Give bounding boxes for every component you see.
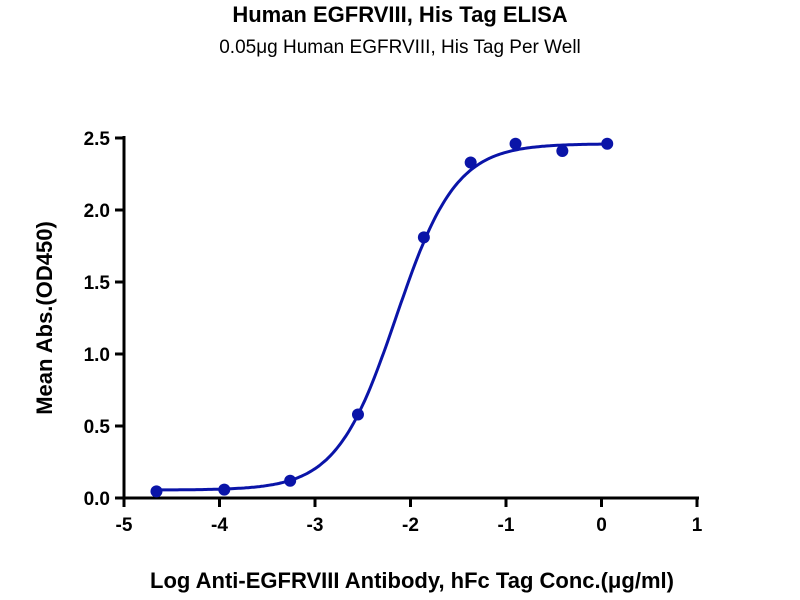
data-point xyxy=(417,231,430,244)
y-tick-label: 1.5 xyxy=(84,273,111,294)
data-point xyxy=(509,137,522,150)
y-axis-label: Mean Abs.(OD450) xyxy=(32,221,57,415)
y-tick-label: 0.0 xyxy=(84,489,110,510)
x-tick-label: -2 xyxy=(402,515,419,536)
x-tick-label: 0 xyxy=(596,515,607,536)
data-point xyxy=(464,156,477,169)
x-tick-label: -4 xyxy=(211,515,228,536)
y-tick-label: 0.5 xyxy=(84,417,111,438)
data-point xyxy=(150,485,163,498)
x-tick-label: -5 xyxy=(116,515,133,536)
data-point xyxy=(284,474,297,487)
x-axis-label: Log Anti-EGFRVIII Antibody, hFc Tag Conc… xyxy=(150,568,674,593)
chart-subtitle: 0.05μg Human EGFRVIII, His Tag Per Well xyxy=(219,37,581,58)
data-point xyxy=(556,144,569,157)
data-point xyxy=(601,137,614,150)
y-tick-label: 1.0 xyxy=(84,345,110,366)
y-tick-label: 2.5 xyxy=(84,129,111,150)
x-tick-label: -1 xyxy=(498,515,515,536)
x-tick-label: 1 xyxy=(692,515,703,536)
fit-curve xyxy=(156,142,608,492)
y-tick-label: 2.0 xyxy=(84,201,110,222)
chart-title: Human EGFRVIII, His Tag ELISA xyxy=(232,2,568,27)
data-point xyxy=(218,483,231,496)
data-point xyxy=(351,408,364,421)
x-tick-label: -3 xyxy=(307,515,324,536)
